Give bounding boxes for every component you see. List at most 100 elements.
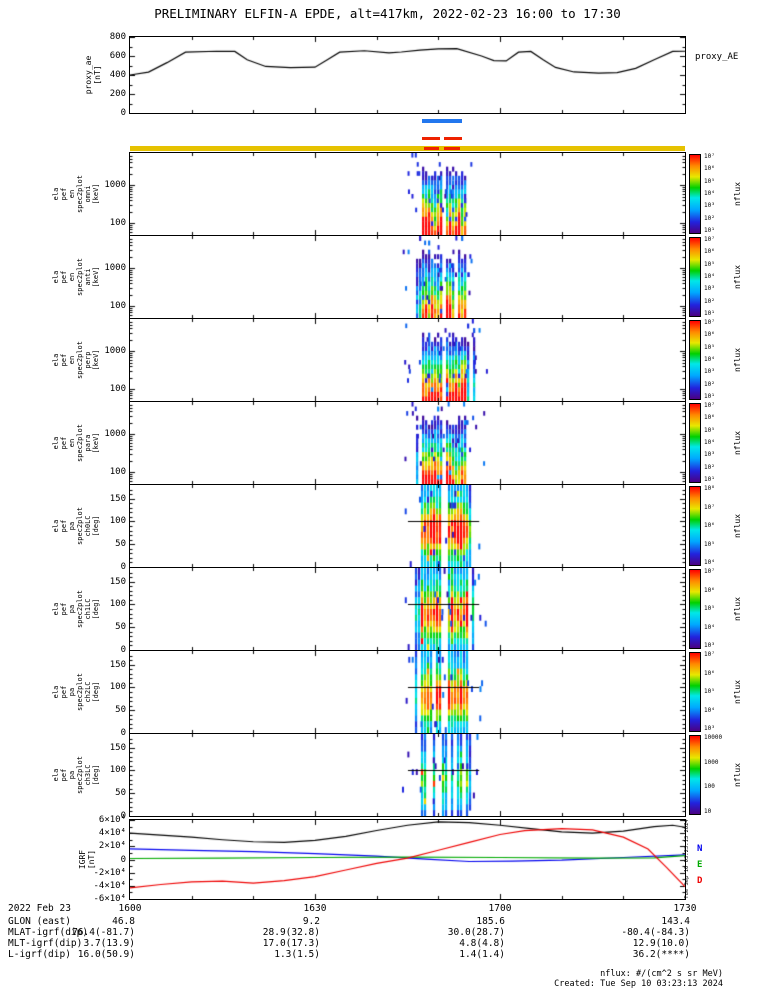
colorbar-tick-label: 10⁴: [704, 190, 715, 197]
ylabel-line: en: [68, 189, 76, 199]
ephemeris-value: 9.2: [302, 916, 320, 927]
colorbar-title: nflux: [733, 181, 742, 207]
colorbar-tick-label: 10⁵: [704, 426, 715, 434]
ylabel-line: pef: [60, 685, 68, 699]
colorbar: [689, 154, 701, 234]
colorbar-tick-label: 10¹: [704, 310, 715, 317]
ylabel-line: pef: [60, 768, 68, 782]
x-tick-label: 1730: [673, 903, 697, 914]
ylabel-line: [deg]: [92, 764, 100, 786]
created-timestamp: Created: Tue Sep 10 03:23:13 2024: [554, 979, 723, 989]
ylabel-line: en: [68, 272, 76, 282]
y-tick-label: 100: [109, 384, 126, 395]
colorbar-tick-label: 10⁷: [704, 503, 715, 511]
ylabel-line: ela: [52, 602, 60, 616]
ylabel-line: pef: [60, 519, 68, 533]
y-tick-label: 50: [115, 539, 126, 550]
burst-bar-red: [444, 137, 462, 140]
ylabel-line: ela: [52, 270, 60, 284]
colorbar: [689, 237, 701, 317]
colorbar-tick-label: 10⁵: [704, 605, 715, 612]
y-tick-label: 100: [109, 467, 126, 478]
ylabel-line: pa: [68, 687, 76, 697]
ylabel-line: ela: [52, 685, 60, 699]
colorbar-title: nflux: [733, 513, 742, 539]
panel-igrf: [129, 819, 686, 900]
ylabel-line: en: [68, 355, 76, 365]
y-tick-label: -6×10⁴: [93, 894, 126, 904]
y-tick-label: 0: [120, 854, 126, 865]
ephemeris-value: 4.8(4.8): [459, 938, 505, 949]
spectrogram-panel-ela_pef_en_spec2plot_para: [129, 401, 686, 485]
ylabel-line: pef: [60, 436, 68, 450]
colorbar-tick-label: 10⁵: [704, 177, 715, 185]
ephemeris-value: 17.0(17.3): [262, 938, 320, 949]
ylabel-line: spec2plot: [76, 756, 84, 794]
spectrogram-canvas: [130, 651, 685, 733]
spectrogram-panel-ela_pef_pa_spec2plot_ch2LC: [129, 650, 686, 734]
spectrogram-canvas: [130, 236, 685, 318]
y-tick-label: 100: [109, 765, 126, 776]
ylabel-line: spec2plot: [76, 590, 84, 628]
spectrogram-panel-ela_pef_en_spec2plot_perp: [129, 318, 686, 402]
spectrogram-panel-ela_pef_pa_spec2plot_ch3LC: [129, 733, 686, 817]
colorbar: [689, 652, 701, 732]
ephemeris-value: 28.9(32.8): [262, 927, 320, 938]
ylabel-line: para: [84, 434, 92, 452]
colorbar: [689, 320, 701, 400]
ephemeris-value: 16.0(50.9): [77, 949, 135, 960]
colorbar-tick-label: 10⁴: [704, 439, 715, 446]
ylabel-line: ela: [52, 436, 60, 450]
colorbar-tick-label: 10⁴: [704, 623, 715, 631]
colorbar-tick-label: 10³: [704, 642, 715, 649]
proxy-ae-ylabel: proxy_ae [nT]: [84, 36, 102, 114]
y-tick-label: 400: [109, 70, 126, 80]
y-tick-label: 150: [109, 659, 126, 670]
colorbar: [689, 569, 701, 649]
ephemeris-row-label: MLAT-igrf(dip): [8, 927, 89, 938]
colorbar-tick-label: 10⁶: [704, 165, 715, 173]
colorbar-tick-label: 10⁴: [704, 706, 715, 714]
y-tick-label: 1000: [104, 180, 126, 191]
colorbar-tick-label: 10²: [704, 463, 715, 471]
igrf-legend-D: D: [697, 876, 703, 886]
colorbar-tick-label: 10¹: [704, 393, 715, 400]
colorbar-tick-label: 10³: [704, 451, 715, 459]
colorbar-tick-label: 10⁷: [704, 236, 715, 243]
colorbar-title: nflux: [733, 679, 742, 705]
proxy-ae-canvas: [130, 37, 685, 113]
y-tick-label: 150: [109, 742, 126, 753]
ylabel-line: [nT]: [93, 65, 102, 85]
igrf-ylabel: IGRF [nT]: [78, 819, 96, 900]
ylabel-line: ch1LC: [84, 598, 92, 620]
y-tick-label: 0: [120, 562, 126, 572]
colorbar: [689, 486, 701, 566]
ylabel-line: spec2plot: [76, 424, 84, 462]
spectrogram-ylabel: ela pef en spec2plot perp [keV]: [52, 318, 100, 402]
coverage-bar-red-overlay: [424, 147, 439, 150]
colorbar-tick-label: 10³: [704, 285, 715, 293]
spectrogram-ylabel: ela pef pa spec2plot ch3LC [deg]: [52, 733, 100, 817]
colorbar-title: nflux: [733, 264, 742, 290]
coverage-bar-yellow: [130, 146, 685, 151]
colorbar-tick-label: 10⁵: [704, 688, 715, 695]
ephemeris-value: -80.4(-84.3): [621, 927, 690, 938]
ylabel-line: [deg]: [92, 598, 100, 620]
y-tick-label: 1000: [104, 263, 126, 274]
ylabel-line: spec2plot: [76, 341, 84, 379]
ephemeris-value: 185.6: [476, 916, 505, 927]
ylabel-line: ela: [52, 519, 60, 533]
ylabel-line: pef: [60, 187, 68, 201]
plot-title: PRELIMINARY ELFIN-A EPDE, alt=417km, 202…: [154, 6, 621, 21]
igrf-canvas: [130, 820, 685, 899]
panel-proxy-ae: [129, 36, 686, 114]
ephemeris-row-label: GLON (east): [8, 916, 71, 927]
colorbar-tick-label: 10³: [704, 725, 715, 732]
ylabel-line: ela: [52, 187, 60, 201]
ylabel-line: [keV]: [92, 183, 100, 205]
y-tick-label: 50: [115, 788, 126, 799]
y-tick-label: 800: [109, 32, 126, 42]
colorbar-tick-label: 10⁷: [704, 319, 715, 326]
